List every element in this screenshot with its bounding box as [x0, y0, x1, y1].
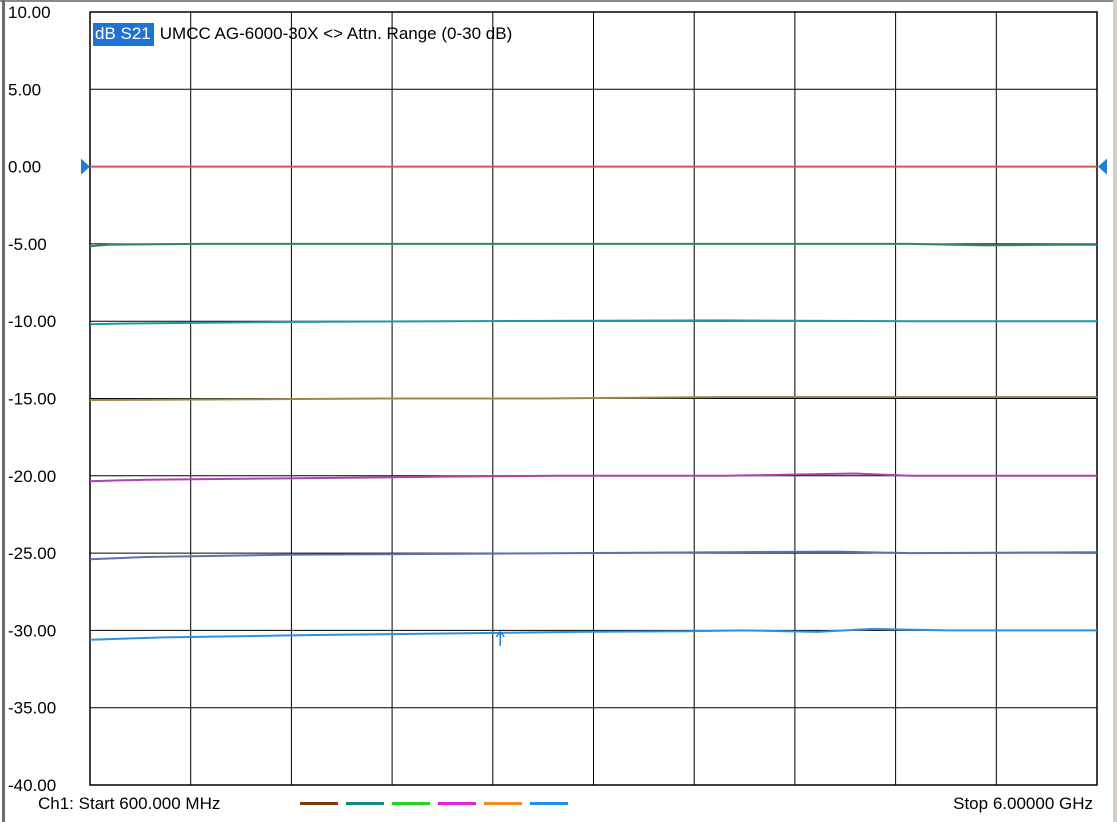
chart-title: UMCC AG-6000-30X <> Attn. Range (0-30 dB…: [159, 24, 513, 43]
legend-swatch-4: [438, 802, 476, 805]
trace-3-line: [89, 319, 1097, 326]
window-border-right: [1113, 0, 1117, 822]
window-border-top: [0, 0, 1117, 2]
status-footer: Ch1: Start 600.000 MHz Stop 6.00000 GHz: [0, 790, 1117, 822]
legend-swatch-6: [530, 802, 568, 805]
trace-6-line: [89, 550, 1098, 561]
window-border-left: [2, 0, 5, 822]
y-tick-label: 10.00: [8, 3, 51, 22]
y-tick-label: -30.00: [8, 621, 56, 640]
trace-2-line: [89, 242, 1097, 248]
start-frequency-label: Ch1: Start 600.000 MHz: [38, 794, 221, 813]
trace-4-line: [89, 396, 1097, 401]
stop-frequency-label: Stop 6.00000 GHz: [953, 794, 1093, 813]
y-tick-label: -15.00: [8, 390, 56, 409]
trace-7-line: [89, 627, 1097, 641]
y-tick-label: -40.00: [8, 776, 56, 795]
reference-marker-right-icon: [1098, 158, 1107, 175]
y-tick-label: -10.00: [8, 312, 56, 331]
data-marker-arrowhead-icon: [495, 630, 505, 638]
reference-marker-left-icon: [81, 158, 90, 175]
y-tick-label: 5.00: [8, 80, 41, 99]
y-axis-ticks: 10.00 5.00 0.00 -5.00 -10.00 -15.00 -20.00 -25.…: [8, 3, 56, 795]
trace-label-s21[interactable]: dB S21: [93, 22, 154, 46]
legend-swatch-2: [346, 802, 384, 805]
y-tick-label: 0.00: [8, 158, 41, 177]
legend-swatch-1: [300, 802, 338, 805]
markers: [81, 158, 1107, 646]
y-tick-label: -25.00: [8, 544, 56, 563]
traces: [89, 165, 1098, 641]
trace-title-bar: dB S21 UMCC AG-6000-30X <> Attn. Range (…: [93, 21, 512, 47]
y-tick-label: -20.00: [8, 467, 56, 486]
legend-swatch-3: [392, 802, 430, 805]
trace-color-legend: [300, 802, 568, 805]
legend-swatch-5: [484, 802, 522, 805]
y-tick-label: -5.00: [8, 235, 47, 254]
y-tick-label: -35.00: [8, 699, 56, 718]
trace-5-line: [89, 472, 1097, 483]
